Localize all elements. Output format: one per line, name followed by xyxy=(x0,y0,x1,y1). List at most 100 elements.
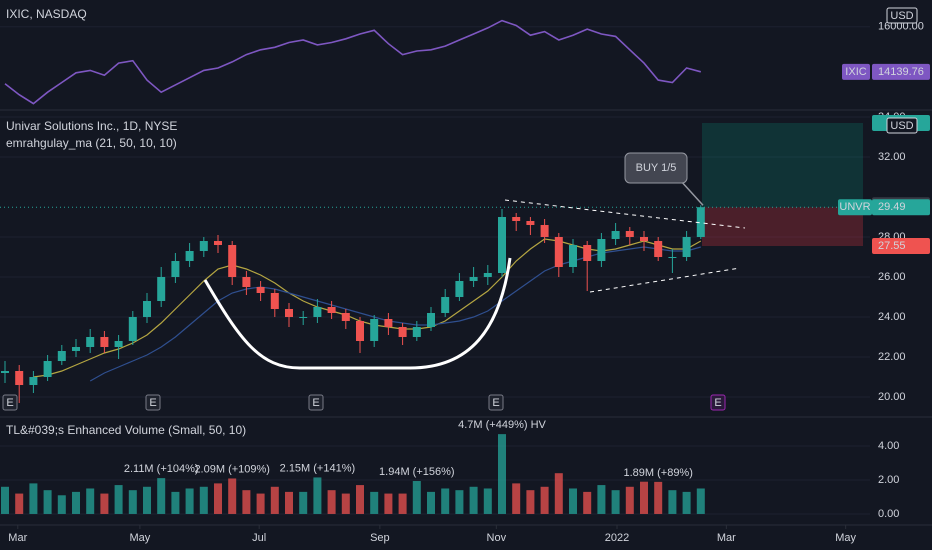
cup-curve xyxy=(203,257,512,370)
volume-bar xyxy=(114,485,123,514)
candle-body xyxy=(114,341,123,347)
volume-bar xyxy=(526,490,535,514)
volume-bar xyxy=(554,473,563,514)
candle-body xyxy=(128,317,137,341)
volume-bar xyxy=(512,483,521,514)
candle-body xyxy=(57,351,66,361)
candle-body xyxy=(597,239,606,261)
volume-bar xyxy=(398,493,407,514)
indicator-title: TL&#039;s Enhanced Volume (Small, 50, 10… xyxy=(6,423,246,437)
candle-body xyxy=(299,317,308,318)
volume-label: 2.11M (+104%) xyxy=(124,463,199,475)
candle-body xyxy=(512,217,521,221)
trendline xyxy=(504,199,746,229)
candle-body xyxy=(270,293,279,309)
earnings-label: E xyxy=(312,397,319,409)
y-tick-label: 22.00 xyxy=(878,351,906,363)
volume-bar xyxy=(498,434,506,514)
candle-body xyxy=(15,371,24,385)
y-tick-label: 16000.00 xyxy=(878,21,924,33)
volume-bar xyxy=(696,488,705,514)
candle-body xyxy=(526,221,535,225)
earnings-label: E xyxy=(714,397,721,409)
y-tick-label: 2.00 xyxy=(878,474,899,486)
volume-label: 2.15M (+141%) xyxy=(280,462,356,474)
currency-badge xyxy=(886,117,918,134)
earnings-marker xyxy=(710,394,726,411)
earnings-marker xyxy=(308,394,324,411)
target-zone xyxy=(702,123,863,208)
volume-bar xyxy=(29,483,38,514)
volume-bar xyxy=(455,490,464,514)
x-tick-label: Sep xyxy=(370,532,390,544)
earnings-label: E xyxy=(6,397,13,409)
candle-body xyxy=(199,241,208,251)
candle-body xyxy=(540,225,549,237)
volume-bar xyxy=(569,488,577,514)
candle-body xyxy=(569,245,577,267)
last-price-badge xyxy=(872,199,930,216)
volume-bar xyxy=(143,486,151,514)
volume-bar xyxy=(370,491,379,514)
overlay-drawings xyxy=(203,199,746,370)
candle-body xyxy=(185,251,194,261)
candle-body xyxy=(341,313,350,321)
candle-body xyxy=(455,281,464,297)
volume-bar xyxy=(1,486,9,514)
volume-bar xyxy=(625,486,634,514)
earnings-marker xyxy=(488,394,504,411)
candle-body xyxy=(100,337,109,347)
volume-bar xyxy=(270,486,279,514)
volume-bar xyxy=(256,493,265,514)
candle-body xyxy=(583,245,592,261)
candle-body xyxy=(228,245,237,277)
volume-bar xyxy=(441,488,450,514)
candle-body xyxy=(483,273,492,277)
currency-label: USD xyxy=(890,10,913,22)
x-tick-label: May xyxy=(130,532,151,544)
pane-title: Univar Solutions Inc., 1D, NYSE xyxy=(6,119,177,133)
volume-label: 2.09M (+109%) xyxy=(194,463,270,475)
volume-bar xyxy=(285,491,293,514)
candle-body xyxy=(498,217,506,273)
volume-bar xyxy=(128,490,137,514)
candle-body xyxy=(157,277,166,301)
volume-bar xyxy=(313,477,322,514)
volume-bar xyxy=(242,490,251,514)
currency-label: USD xyxy=(890,120,913,132)
candle-body xyxy=(72,347,80,351)
candle-body xyxy=(640,237,648,241)
symbol-badge xyxy=(842,63,870,80)
currency-badge xyxy=(886,7,918,24)
volume-bar xyxy=(100,493,109,514)
volume-bar xyxy=(86,488,95,514)
candle-body xyxy=(625,231,634,237)
candle-body xyxy=(682,237,691,257)
volume-label: 4.7M (+449%) HV xyxy=(458,419,546,431)
y-tick-label: 24.00 xyxy=(878,311,906,323)
candle-body xyxy=(242,277,251,287)
earnings-marker xyxy=(145,394,161,411)
candle-body xyxy=(43,361,52,377)
candle-body xyxy=(171,261,180,277)
volume-bar xyxy=(199,486,208,514)
x-tick-label: Jul xyxy=(252,532,266,544)
candle-body xyxy=(214,241,222,245)
x-tick-label: Mar xyxy=(8,532,27,544)
volume-bar xyxy=(611,490,620,514)
volume-bar xyxy=(583,491,592,514)
volume-bar xyxy=(682,491,691,514)
volume-bar xyxy=(469,486,478,514)
y-tick-label: 0.00 xyxy=(878,508,899,520)
y-tick-label: 26.00 xyxy=(878,271,906,283)
volume-bar xyxy=(597,485,606,514)
y-tick-label: 20.00 xyxy=(878,391,906,403)
candle-body xyxy=(29,377,38,385)
candle-body xyxy=(1,371,9,373)
x-tick-label: May xyxy=(835,532,856,544)
candle-body xyxy=(143,301,151,317)
volume-bar xyxy=(412,481,421,514)
volume-bar xyxy=(327,490,336,514)
candle-body xyxy=(696,207,705,237)
volume-bar xyxy=(185,488,194,514)
